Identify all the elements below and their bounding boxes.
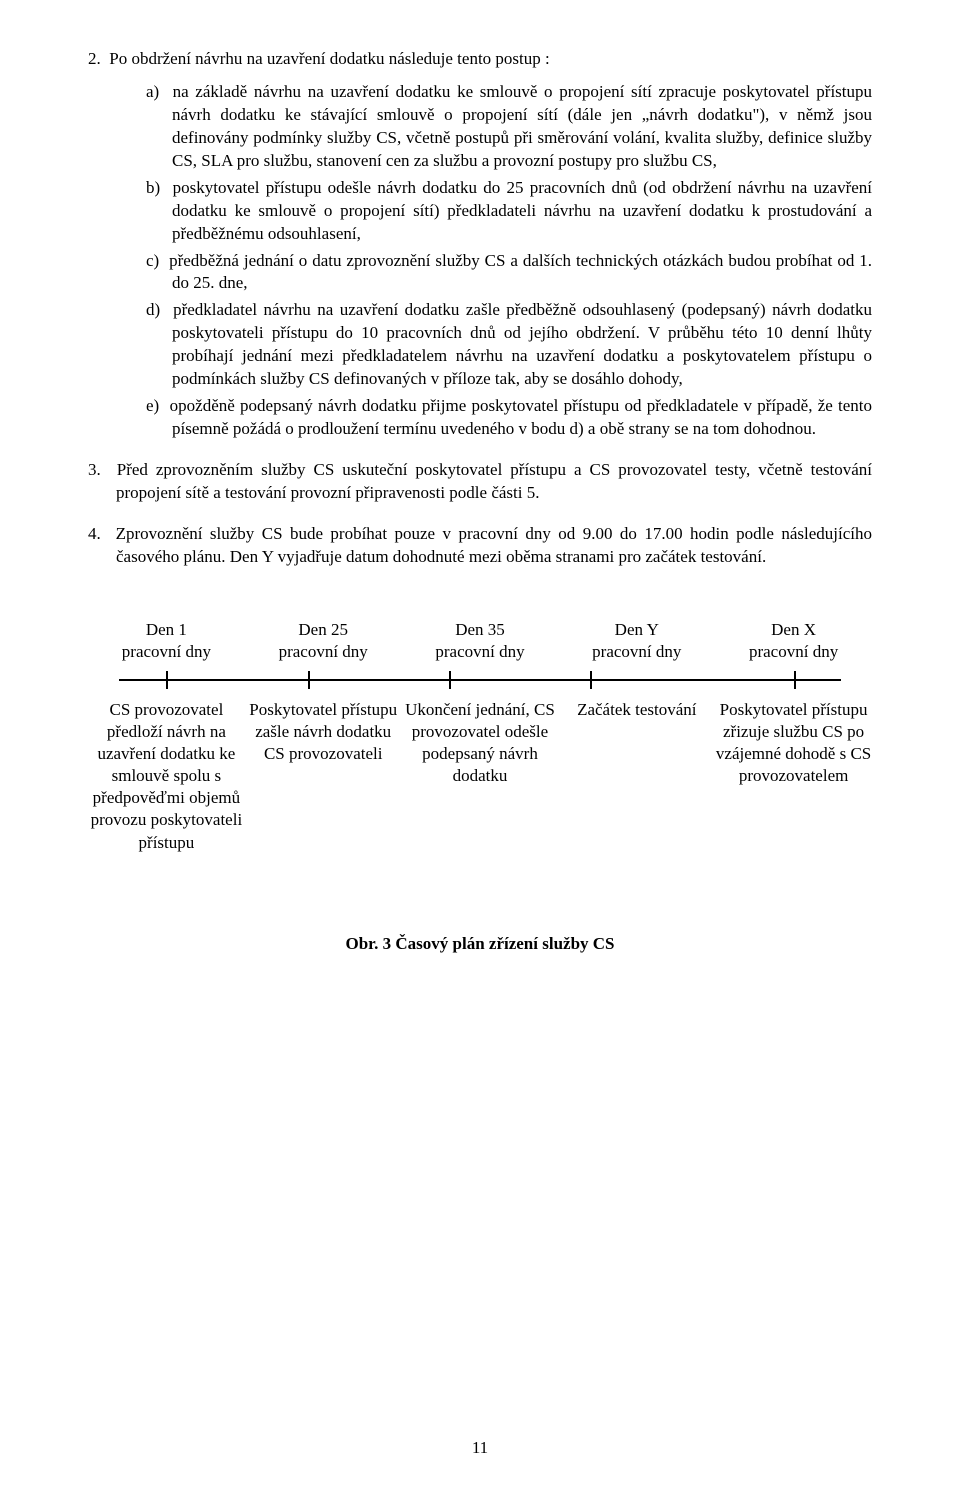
sub-text: na základě návrhu na uzavření dodatku ke… (172, 82, 872, 170)
timeline-bottom-row: CS provozovatel předloží návrh na uzavře… (88, 699, 872, 854)
sub-item-a: a) na základě návrhu na uzavření dodatku… (146, 81, 872, 173)
timeline-top-row: Den 1 pracovní dny Den 25 pracovní dny D… (88, 619, 872, 663)
timeline-day-label: Den X (771, 620, 816, 639)
timeline-bottom-cell: Začátek testování (558, 699, 715, 854)
sub-item-b: b) poskytovatel přístupu odešle návrh do… (146, 177, 872, 246)
timeline-day-label: Den 1 (146, 620, 187, 639)
timeline-diagram: Den 1 pracovní dny Den 25 pracovní dny D… (88, 619, 872, 854)
sub-text: opožděně podepsaný návrh dodatku přijme … (170, 396, 872, 438)
timeline-day-sub: pracovní dny (592, 642, 681, 661)
list-number: 2. (88, 49, 101, 68)
sub-text: předběžná jednání o datu zprovoznění slu… (169, 251, 872, 293)
timeline-top-cell: Den 35 pracovní dny (402, 619, 559, 663)
page-number: 11 (0, 1438, 960, 1458)
timeline-tick (308, 671, 310, 689)
sub-text: předkladatel návrhu na uzavření dodatku … (172, 300, 872, 388)
sub-letter: d) (146, 300, 160, 319)
timeline-day-label: Den 35 (455, 620, 505, 639)
timeline-bottom-cell: CS provozovatel předloží návrh na uzavře… (88, 699, 245, 854)
timeline-day-sub: pracovní dny (122, 642, 211, 661)
timeline-bottom-cell: Poskytovatel přístupu zřizuje službu CS … (715, 699, 872, 854)
timeline-day-label: Den Y (615, 620, 659, 639)
page: 2. Po obdržení návrhu na uzavření dodatk… (0, 0, 960, 1494)
list-number: 4. (88, 524, 101, 543)
timeline-top-cell: Den Y pracovní dny (558, 619, 715, 663)
timeline-day-sub: pracovní dny (279, 642, 368, 661)
list-text: Před zprovozněním služby CS uskuteční po… (116, 460, 872, 502)
timeline-top-cell: Den X pracovní dny (715, 619, 872, 663)
timeline-day-sub: pracovní dny (749, 642, 838, 661)
timeline-day-label: Den 25 (298, 620, 348, 639)
timeline-tick (166, 671, 168, 689)
sub-item-d: d) předkladatel návrhu na uzavření dodat… (146, 299, 872, 391)
timeline-tick (794, 671, 796, 689)
sub-letter: b) (146, 178, 160, 197)
timeline-bottom-cell: Poskytovatel přístupu zašle návrh dodatk… (245, 699, 402, 854)
timeline-top-cell: Den 1 pracovní dny (88, 619, 245, 663)
timeline-hline (119, 679, 840, 681)
sub-item-c: c) předběžná jednání o datu zprovoznění … (146, 250, 872, 296)
list-item-3: 3. Před zprovozněním služby CS uskuteční… (88, 459, 872, 505)
timeline-top-cell: Den 25 pracovní dny (245, 619, 402, 663)
timeline-day-sub: pracovní dny (435, 642, 524, 661)
sub-item-e: e) opožděně podepsaný návrh dodatku přij… (146, 395, 872, 441)
figure-caption: Obr. 3 Časový plán zřízení služby CS (88, 934, 872, 954)
timeline-axis (88, 669, 872, 691)
sub-letter: a) (146, 82, 159, 101)
list-text: Po obdržení návrhu na uzavření dodatku n… (109, 49, 549, 68)
timeline-bottom-cell: Ukončení jednání, CS provozovatel odešle… (402, 699, 559, 854)
sub-text: poskytovatel přístupu odešle návrh dodat… (172, 178, 872, 243)
sub-letter: e) (146, 396, 159, 415)
timeline-tick (449, 671, 451, 689)
timeline-tick (590, 671, 592, 689)
list-item-4: 4. Zprovoznění služby CS bude probíhat p… (88, 523, 872, 569)
list-text: Zprovoznění služby CS bude probíhat pouz… (116, 524, 872, 566)
list-number: 3. (88, 460, 101, 479)
sub-list-2: a) na základě návrhu na uzavření dodatku… (88, 81, 872, 441)
list-item-2-intro: 2. Po obdržení návrhu na uzavření dodatk… (88, 48, 872, 71)
sub-letter: c) (146, 251, 159, 270)
